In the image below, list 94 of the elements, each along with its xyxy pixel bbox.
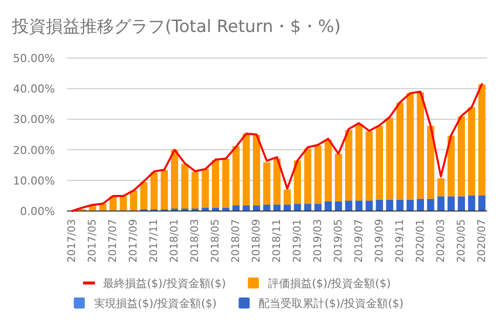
bar [345, 200, 352, 211]
bar [448, 196, 455, 211]
bar [366, 200, 373, 211]
bar [416, 92, 424, 199]
bar [263, 204, 270, 211]
bar [386, 200, 394, 211]
bar [314, 204, 322, 211]
x-tick-label: 2017/07 [107, 219, 120, 263]
bar [294, 204, 302, 211]
bar [284, 204, 291, 211]
x-tick-label: 2019/09 [373, 219, 386, 263]
bar [458, 196, 465, 211]
bar [386, 118, 394, 200]
bar [396, 102, 404, 200]
bar [478, 195, 486, 211]
bar [222, 158, 230, 208]
bar [355, 124, 363, 201]
bar [304, 148, 312, 204]
bar [130, 190, 138, 211]
y-tick-label: 30.00% [13, 113, 55, 126]
bar [324, 201, 332, 211]
x-tick-label: 2019/11 [394, 219, 406, 263]
bar [458, 116, 465, 196]
x-tick-label: 2019/07 [352, 219, 365, 263]
bar [273, 204, 281, 211]
x-tick-label: 2017/05 [86, 219, 99, 263]
x-tick-label: 2017/09 [128, 219, 140, 263]
bar [468, 195, 476, 211]
y-tick-label: 20.00% [13, 144, 55, 157]
bar [427, 198, 434, 211]
x-tick-label: 2019/05 [332, 219, 344, 263]
y-tick-label: 0.00% [20, 205, 55, 218]
legend-label: 実現損益($)/投資金額($) [94, 297, 217, 310]
bar [468, 107, 476, 196]
bar [202, 208, 209, 211]
bar [334, 201, 342, 211]
bar [376, 200, 384, 211]
bar [437, 178, 444, 196]
legend-label: 配当受取累計($)/投資金額($) [258, 297, 404, 310]
x-tick-label: 2017/11 [148, 219, 160, 263]
x-tick-label: 2018/09 [250, 219, 263, 263]
bar [366, 131, 373, 201]
bar [212, 160, 220, 208]
bar [396, 200, 404, 211]
bar [324, 140, 332, 202]
bar [478, 84, 486, 196]
x-tick-label: 2019/03 [312, 219, 324, 263]
x-tick-label: 2020/07 [476, 219, 488, 263]
chart-title: 投資損益推移グラフ(Total Return・$・%) [11, 17, 341, 37]
bar [181, 164, 188, 209]
bar [304, 204, 312, 211]
bar [334, 154, 342, 202]
bar [252, 134, 260, 206]
legend-label: 評価損益($)/投資金額($) [268, 277, 391, 290]
bar [406, 93, 414, 200]
x-tick-label: 2020/05 [455, 219, 468, 263]
x-tick-label: 2020/03 [434, 219, 447, 263]
legend-label: 最終損益($)/投資金額($) [103, 277, 226, 290]
x-tick-label: 2018/05 [210, 219, 222, 263]
y-tick-label: 10.00% [13, 174, 55, 188]
bar [294, 160, 302, 204]
bar [170, 150, 178, 209]
bar [191, 172, 199, 209]
bar [273, 158, 281, 205]
bar [202, 169, 209, 208]
bar [355, 200, 363, 211]
y-tick-label: 40.00% [13, 82, 55, 96]
bar [160, 170, 168, 210]
bar [242, 134, 250, 206]
bar [263, 162, 270, 205]
bar [345, 130, 352, 201]
x-tick-label: 2018/03 [189, 219, 202, 263]
bar [437, 196, 444, 211]
line-series [71, 83, 483, 212]
x-tick-label: 2018/01 [168, 219, 181, 263]
x-tick-label: 2018/07 [230, 219, 242, 263]
x-tick-label: 2017/03 [66, 219, 78, 263]
bar [314, 146, 322, 204]
bar [150, 172, 158, 210]
bar [222, 208, 230, 211]
x-tick-label: 2019/01 [291, 219, 304, 263]
bar [140, 182, 148, 210]
bar [427, 126, 434, 199]
bar [406, 200, 414, 211]
bar [232, 146, 240, 206]
bar [448, 136, 455, 196]
x-tick-label: 2020/01 [414, 219, 426, 263]
y-tick-label: 50.00% [13, 52, 55, 65]
x-tick-label: 2018/11 [271, 219, 283, 263]
bar [120, 196, 127, 211]
bar [376, 126, 384, 200]
bar [284, 190, 291, 205]
bar [416, 198, 424, 211]
bar [242, 205, 250, 211]
